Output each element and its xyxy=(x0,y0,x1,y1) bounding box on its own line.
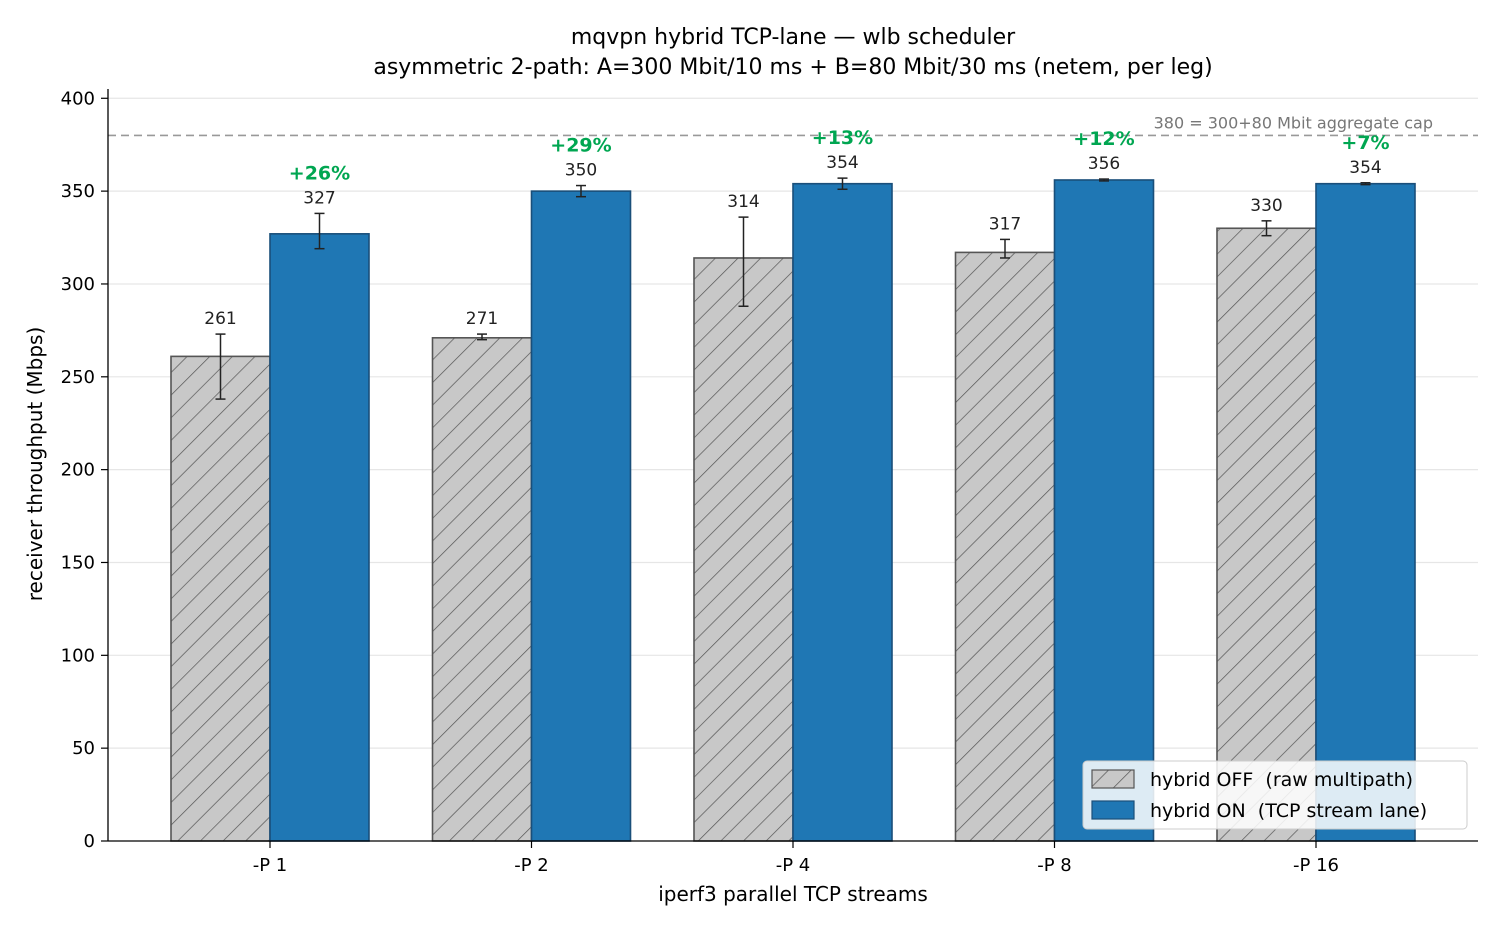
y-tick-label: 250 xyxy=(61,367,95,388)
x-axis-label: iperf3 parallel TCP streams xyxy=(658,882,928,906)
y-tick-label: 300 xyxy=(61,274,95,295)
value-label: 330 xyxy=(1250,196,1282,216)
legend-label-off: hybrid OFF (raw multipath) xyxy=(1150,769,1413,791)
value-label: 354 xyxy=(1349,158,1381,178)
chart-subtitle: asymmetric 2-path: A=300 Mbit/10 ms + B=… xyxy=(373,55,1212,80)
legend-box xyxy=(1082,760,1468,830)
value-labels: 261 271 314 317 330 327 +26% 350 +29% 354 +13% 356 +… xyxy=(204,127,1389,329)
value-label: 350 xyxy=(565,161,597,181)
chart-title: mqvpn hybrid TCP-lane — wlb scheduler xyxy=(571,25,1016,50)
axes: 0 50 100 150 200 250 300 350 400 -P 1 -P 2 -P 4 -P 8… xyxy=(61,88,1478,876)
bar-hybrid-on xyxy=(530,190,632,842)
legend-swatch-off xyxy=(1091,769,1135,789)
x-tick-label: -P 4 xyxy=(776,855,811,876)
improvement-label: +26% xyxy=(289,162,350,184)
x-tick-label: -P 16 xyxy=(1293,855,1339,876)
bar-hybrid-on xyxy=(792,182,893,842)
legend-swatch-on xyxy=(1091,800,1135,820)
bar-hybrid-on xyxy=(1315,182,1416,842)
x-tick-label: -P 2 xyxy=(514,855,549,876)
value-label: 354 xyxy=(826,153,858,173)
bars xyxy=(170,177,1416,842)
value-label: 314 xyxy=(727,192,759,212)
y-tick-label: 400 xyxy=(61,88,95,109)
reference-line-group: 380 = 300+80 Mbit aggregate cap xyxy=(108,113,1478,137)
bar-hybrid-off xyxy=(954,251,1056,842)
bar-hybrid-off xyxy=(170,355,271,842)
improvement-label: +7% xyxy=(1341,132,1389,154)
improvement-label: +12% xyxy=(1073,128,1134,150)
improvement-label: +29% xyxy=(550,135,611,157)
x-tick-label: -P 1 xyxy=(253,855,288,876)
y-tick-label: 0 xyxy=(84,831,95,852)
bar-hybrid-off xyxy=(693,257,794,842)
bar-hybrid-off xyxy=(431,337,533,842)
value-label: 317 xyxy=(989,214,1021,234)
y-tick-label: 200 xyxy=(61,460,95,481)
aggregate-cap-label: 380 = 300+80 Mbit aggregate cap xyxy=(1154,113,1433,132)
bar-hybrid-on xyxy=(269,233,370,842)
x-tick-label: -P 8 xyxy=(1037,855,1072,876)
y-tick-label: 350 xyxy=(61,181,95,202)
legend-label-on: hybrid ON (TCP stream lane) xyxy=(1150,800,1427,822)
value-label: 261 xyxy=(204,309,236,329)
y-tick-label: 100 xyxy=(61,645,95,666)
bar-hybrid-off xyxy=(1216,227,1317,842)
value-label: 356 xyxy=(1088,154,1120,174)
value-label: 327 xyxy=(303,188,335,208)
y-tick-label: 50 xyxy=(72,738,95,759)
bar-hybrid-on xyxy=(1053,179,1155,842)
y-axis-label: receiver throughput (Mbps) xyxy=(23,327,47,602)
improvement-label: +13% xyxy=(812,127,873,149)
value-label: 271 xyxy=(466,309,498,329)
y-tick-label: 150 xyxy=(61,552,95,573)
legend: hybrid OFF (raw multipath) hybrid ON (TC… xyxy=(1082,760,1468,830)
